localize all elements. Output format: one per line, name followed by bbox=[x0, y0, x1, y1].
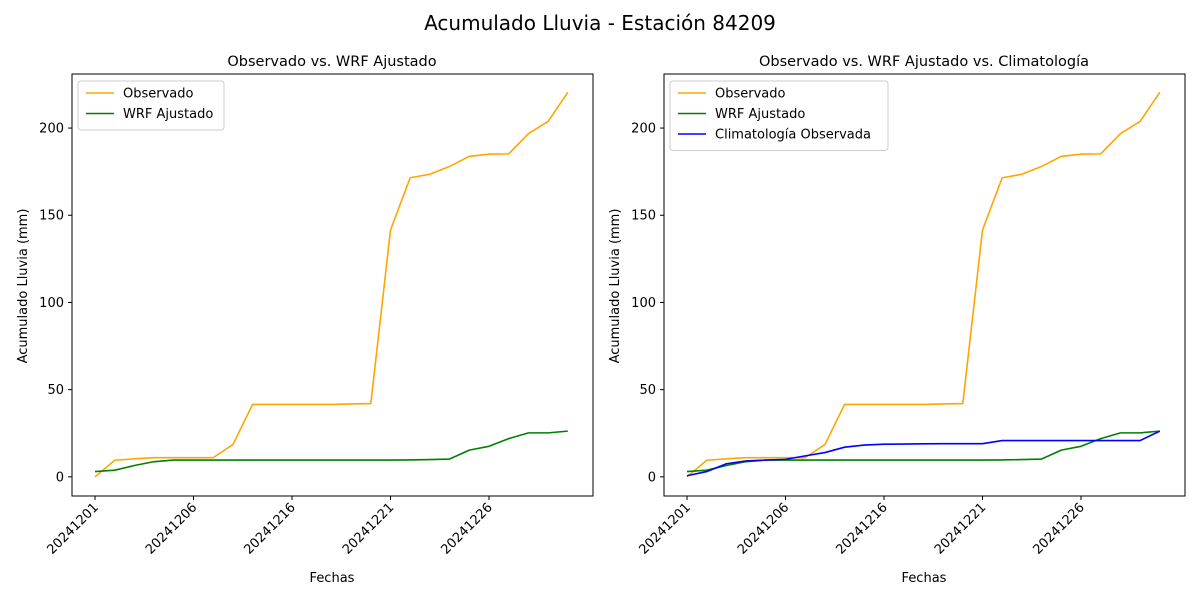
right-xtick-label-2: 20241216 bbox=[833, 500, 890, 557]
left-series-line-1 bbox=[94, 430, 568, 473]
subplot-right-xlabel: Fechas bbox=[902, 571, 947, 586]
left-ytick-label-0: 0 bbox=[56, 470, 64, 485]
right-ytick-label-1: 50 bbox=[639, 383, 656, 398]
left-ytick-label-3: 150 bbox=[39, 209, 64, 224]
right-legend-box bbox=[669, 80, 889, 151]
right-xtick-label-3: 20241221 bbox=[932, 500, 989, 557]
right-legend-label-2: Climatología Observada bbox=[715, 128, 871, 143]
right-series-line-2 bbox=[686, 430, 1161, 477]
subplot-left-plot-area: 0 50 100 150 200 20241201 20241206 20241216 2024… bbox=[39, 73, 594, 558]
left-xtick-label-4: 20241226 bbox=[438, 500, 495, 557]
subplot-left: Observado vs. WRF Ajustado 0 50 100 150 200 2… bbox=[16, 54, 594, 586]
right-legend-label-0: Observado bbox=[715, 87, 786, 102]
left-series-line-0 bbox=[94, 91, 569, 478]
left-ytick-label-1: 50 bbox=[47, 383, 64, 398]
right-ytick-label-4: 200 bbox=[631, 122, 656, 137]
figure-suptitle: Acumulado Lluvia - Estación 84209 bbox=[424, 11, 776, 35]
left-legend-label-0: Observado bbox=[123, 87, 194, 102]
subplot-right-ylabel: Acumulado Lluvia (mm) bbox=[608, 209, 623, 364]
left-xtick-label-3: 20241221 bbox=[340, 500, 397, 557]
left-axes-frame bbox=[71, 73, 594, 497]
subplot-left-xlabel: Fechas bbox=[310, 571, 355, 586]
left-xtick-label-0: 20241201 bbox=[44, 500, 101, 557]
right-ytick-label-2: 100 bbox=[631, 296, 656, 311]
right-series-line-1 bbox=[686, 430, 1160, 473]
left-xtick-label-2: 20241216 bbox=[241, 500, 298, 557]
left-legend-label-1: WRF Ajustado bbox=[123, 107, 213, 122]
left-xtick-label-1: 20241206 bbox=[143, 500, 200, 557]
subplot-right: Observado vs. WRF Ajustado vs. Climatolo… bbox=[608, 54, 1186, 586]
right-xtick-label-4: 20241226 bbox=[1030, 500, 1087, 557]
right-ytick-label-3: 150 bbox=[631, 209, 656, 224]
subplot-right-plot-area: 0 50 100 150 200 20241201 20241206 20241216 2024… bbox=[631, 73, 1186, 558]
right-ytick-label-0: 0 bbox=[648, 470, 656, 485]
left-legend-box bbox=[77, 80, 225, 131]
left-ytick-label-2: 100 bbox=[39, 296, 64, 311]
subplot-right-title: Observado vs. WRF Ajustado vs. Climatolo… bbox=[759, 54, 1089, 70]
right-axes-frame bbox=[663, 73, 1186, 497]
right-legend-label-1: WRF Ajustado bbox=[715, 107, 805, 122]
subplot-left-ylabel: Acumulado Lluvia (mm) bbox=[16, 209, 31, 364]
right-xtick-label-1: 20241206 bbox=[735, 500, 792, 557]
right-series-line-0 bbox=[686, 91, 1161, 478]
right-xtick-label-0: 20241201 bbox=[636, 500, 693, 557]
left-ytick-label-4: 200 bbox=[39, 122, 64, 137]
subplot-left-title: Observado vs. WRF Ajustado bbox=[227, 54, 436, 70]
